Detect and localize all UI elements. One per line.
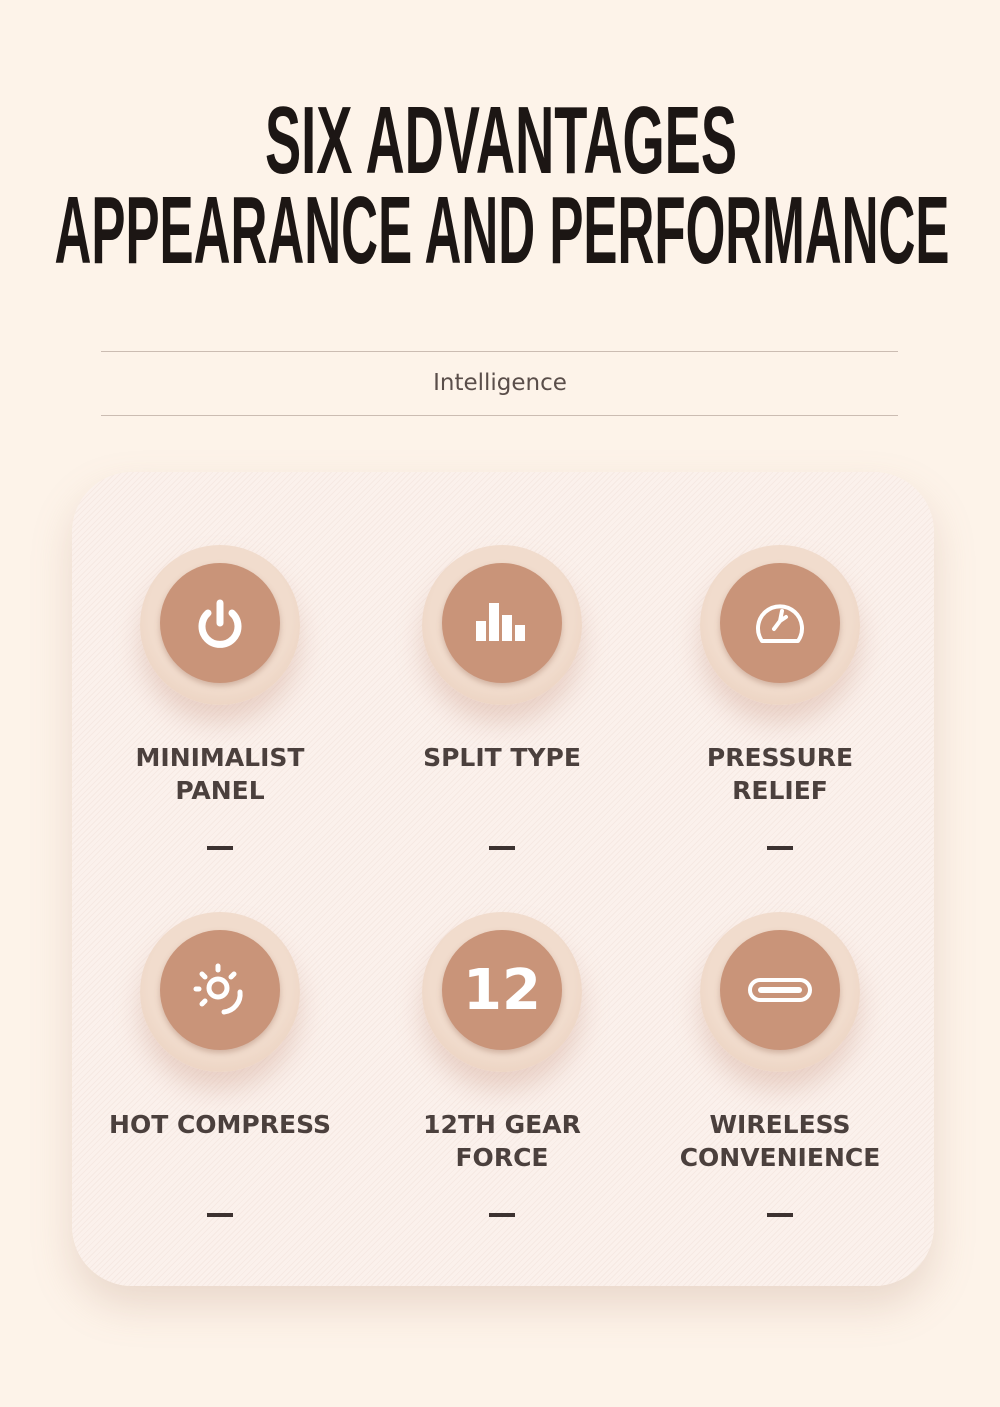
feature-label: MINIMALIST PANEL xyxy=(135,743,305,805)
feature-label: 12TH GEAR FORCE xyxy=(423,1110,581,1172)
feature-label: HOT COMPRESS xyxy=(109,1110,331,1139)
divider-top xyxy=(101,351,898,352)
page-title: SIX ADVANTAGES APPEARANCE AND PERFORMANC… xyxy=(55,87,950,284)
usb-c-icon xyxy=(748,978,812,1002)
power-icon xyxy=(198,599,242,648)
gauge-icon xyxy=(756,604,804,643)
dash xyxy=(489,846,515,850)
feature-button xyxy=(140,545,300,705)
feature-button xyxy=(140,912,300,1072)
sun-heat-icon xyxy=(193,963,243,1015)
bar-chart-icon xyxy=(476,603,525,641)
dash xyxy=(767,846,793,850)
feature-button: 12 xyxy=(422,912,582,1072)
divider-bottom xyxy=(101,415,898,416)
feature-button xyxy=(422,545,582,705)
feature-label: WIRELESS CONVENIENCE xyxy=(679,1110,881,1172)
title-line-2: APPEARANCE AND PERFORMANCE xyxy=(55,177,950,284)
feature-button xyxy=(700,545,860,705)
title-line-1: SIX ADVANTAGES xyxy=(265,87,737,194)
feature-label: PRESSURE RELIEF xyxy=(706,743,854,805)
feature-button xyxy=(700,912,860,1072)
number-icon: 12 xyxy=(463,957,541,1023)
dash xyxy=(207,846,233,850)
dash xyxy=(207,1213,233,1217)
subtitle: Intelligence xyxy=(433,370,567,396)
dash xyxy=(767,1213,793,1217)
feature-label: SPLIT TYPE xyxy=(423,743,581,772)
dash xyxy=(489,1213,515,1217)
